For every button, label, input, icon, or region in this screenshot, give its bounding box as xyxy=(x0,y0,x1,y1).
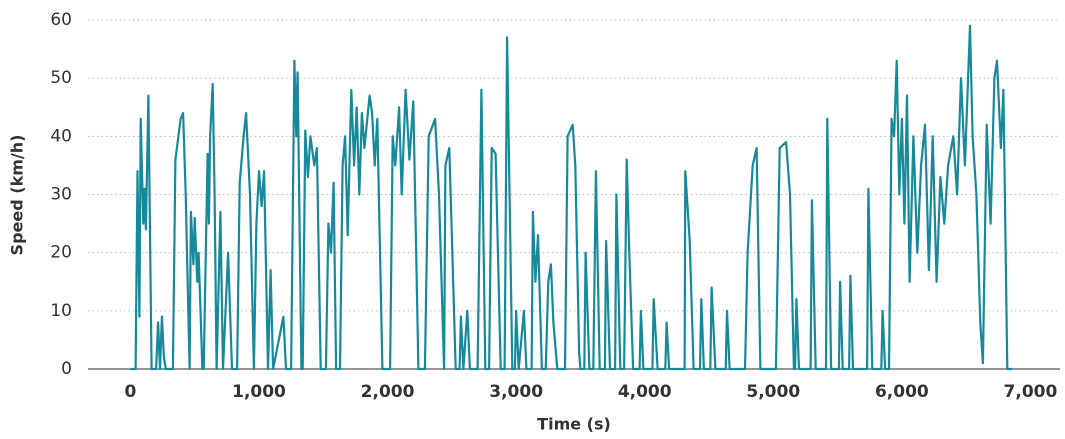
x-tick-label: 0 xyxy=(125,382,137,402)
y-axis-title: Speed (km/h) xyxy=(8,135,27,256)
speed-line xyxy=(130,24,1013,371)
x-tick-label: 3,000 xyxy=(489,382,543,402)
y-tick-label: 30 xyxy=(50,185,72,205)
x-tick-label: 1,000 xyxy=(232,382,286,402)
x-tick-label: 5,000 xyxy=(746,382,800,402)
y-tick-label: 10 xyxy=(50,301,72,321)
y-tick-label: 60 xyxy=(50,10,72,30)
x-tick-label: 6,000 xyxy=(875,382,929,402)
x-tick-label: 7,000 xyxy=(1004,382,1058,402)
y-tick-label: 20 xyxy=(50,243,72,263)
y-tick-label: 40 xyxy=(50,126,72,146)
x-axis-title: Time (s) xyxy=(537,415,611,434)
x-tick-label: 2,000 xyxy=(361,382,415,402)
y-tick-label: 50 xyxy=(50,68,72,88)
x-tick-label: 4,000 xyxy=(618,382,672,402)
y-tick-label: 0 xyxy=(61,359,72,379)
